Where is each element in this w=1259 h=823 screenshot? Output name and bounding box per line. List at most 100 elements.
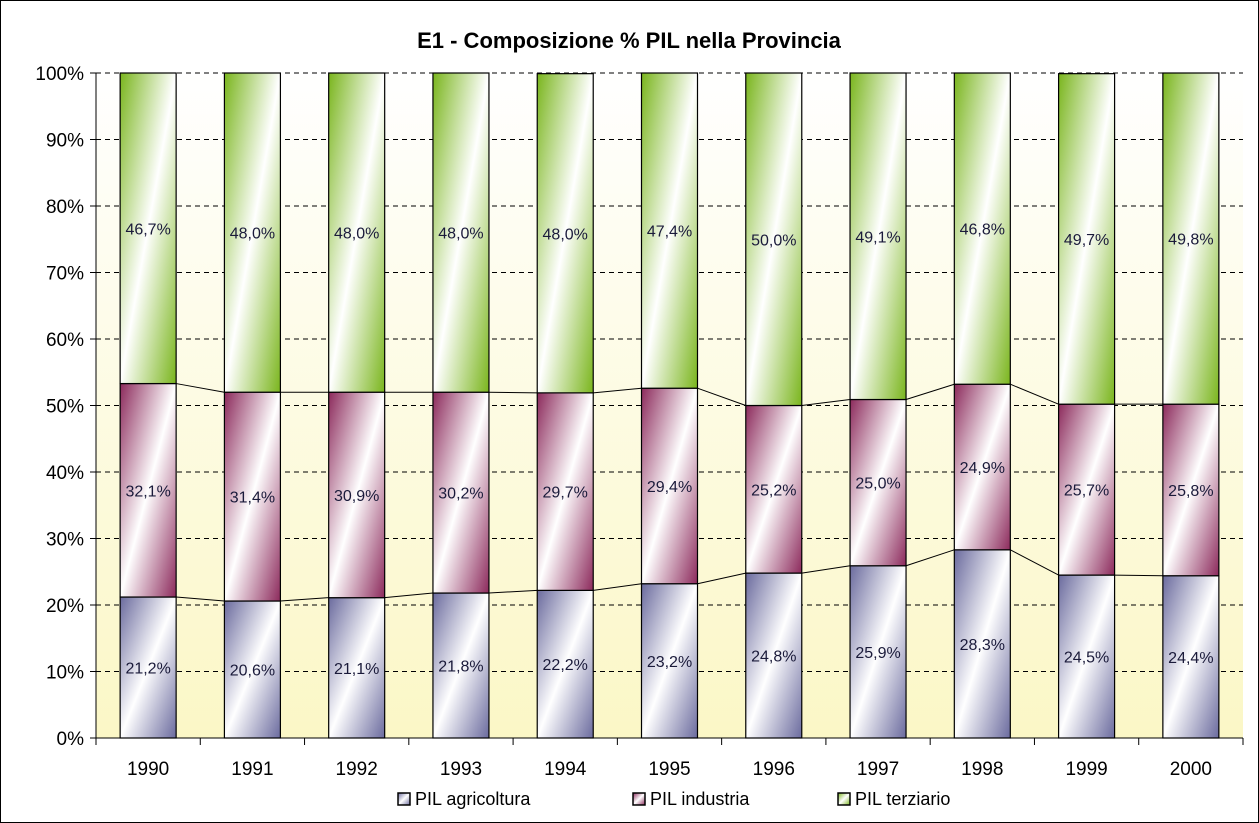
y-tick-label: 60%	[46, 330, 84, 351]
legend-swatch	[397, 792, 411, 806]
bar-segment	[1057, 403, 1116, 576]
data-label: 25,0%	[855, 476, 900, 493]
series-line	[593, 583, 642, 591]
x-tick-label: 1992	[336, 759, 378, 780]
bar-segment	[953, 383, 1011, 551]
bar-segment	[223, 600, 282, 739]
bar-segment	[640, 387, 699, 585]
x-tick-label: 1998	[961, 759, 1003, 780]
x-tick-label: 1997	[857, 759, 899, 780]
y-tick-label: 50%	[46, 397, 84, 418]
data-label: 24,4%	[1168, 650, 1213, 667]
data-label: 24,8%	[751, 649, 796, 666]
bar-segment	[432, 72, 490, 393]
data-label: 29,4%	[647, 479, 692, 496]
data-label: 21,8%	[438, 659, 483, 676]
bar-segment	[119, 72, 177, 385]
series-line	[1010, 549, 1059, 576]
series-line	[697, 387, 746, 406]
series-line	[280, 597, 329, 602]
data-label: 21,1%	[334, 661, 379, 678]
data-label: 48,0%	[438, 226, 483, 243]
bars	[119, 72, 1220, 739]
data-label: 21,2%	[125, 661, 170, 678]
bar-segment	[953, 549, 1011, 739]
series-line	[801, 399, 851, 406]
series-line	[384, 592, 434, 599]
legend-swatch	[632, 792, 646, 806]
bar-segment	[223, 72, 282, 393]
data-label: 24,5%	[1064, 650, 1109, 667]
legend-label: PIL industria	[650, 789, 750, 809]
bar-segment	[328, 72, 386, 393]
bar-segment	[953, 72, 1011, 385]
y-tick-label: 80%	[46, 197, 84, 218]
data-label: 25,8%	[1168, 483, 1213, 500]
series-line	[697, 572, 746, 585]
bar-segment	[1057, 574, 1116, 739]
y-tick-label: 0%	[57, 729, 85, 750]
bar-segment	[1162, 403, 1220, 577]
x-tick-label: 1999	[1065, 759, 1107, 780]
bar-segment	[536, 392, 594, 591]
data-label: 28,3%	[960, 637, 1005, 654]
bar-segment	[849, 72, 907, 401]
bar-segment	[849, 398, 907, 567]
bar-segment	[1162, 575, 1220, 739]
y-tick-label: 90%	[46, 131, 84, 152]
data-label: 50,0%	[751, 232, 796, 249]
legend: PIL agricoltura PIL industria PIL terziari…	[397, 789, 950, 809]
data-label: 48,0%	[543, 226, 588, 243]
bar-segment	[849, 565, 907, 739]
bar-segment	[328, 391, 386, 599]
bar-segment	[119, 382, 177, 598]
y-tick-label: 20%	[46, 596, 84, 617]
bar-segment	[1057, 73, 1116, 405]
series-line	[593, 387, 642, 394]
bar-segment	[328, 597, 386, 739]
legend-label: PIL agricoltura	[415, 789, 531, 809]
gridlines	[96, 72, 1243, 672]
bar-segment	[536, 73, 594, 394]
data-label: 30,2%	[438, 486, 483, 503]
x-tick-label: 1995	[648, 759, 690, 780]
x-tick-label: 2000	[1170, 759, 1212, 780]
y-tick-label: 100%	[35, 64, 84, 85]
data-label: 48,0%	[230, 226, 275, 243]
data-label: 49,8%	[1168, 232, 1213, 249]
series-line	[905, 549, 955, 567]
data-label: 20,6%	[230, 663, 275, 680]
x-tick-label: 1990	[127, 759, 169, 780]
data-label: 30,9%	[334, 488, 379, 505]
legend-label: PIL terziario	[855, 789, 950, 809]
data-label: 29,7%	[543, 485, 588, 502]
y-tick-label: 40%	[46, 463, 84, 484]
series-line	[905, 383, 955, 400]
data-label: 23,2%	[647, 654, 692, 671]
x-tick-label: 1993	[440, 759, 482, 780]
data-label: 49,1%	[855, 229, 900, 246]
x-tick-label: 1991	[231, 759, 273, 780]
bar-segment	[432, 391, 490, 594]
bar-segment	[223, 391, 282, 602]
chart-title: E1 - Composizione % PIL nella Provincia	[417, 28, 842, 53]
series-line	[1114, 574, 1163, 577]
series-line	[801, 565, 851, 574]
bar-segment	[640, 72, 699, 389]
data-label: 31,4%	[230, 490, 275, 507]
bar-segment	[536, 589, 594, 739]
data-label: 49,7%	[1064, 232, 1109, 249]
data-label: 46,8%	[960, 222, 1005, 239]
data-label: 24,9%	[960, 460, 1005, 477]
y-tick-label: 70%	[46, 264, 84, 285]
series-line	[488, 589, 538, 594]
x-tick-label: 1996	[753, 759, 795, 780]
y-tick-label: 30%	[46, 530, 84, 551]
y-tick-label: 10%	[46, 663, 84, 684]
data-label: 25,2%	[751, 482, 796, 499]
data-label: 25,7%	[1064, 483, 1109, 500]
legend-swatch	[837, 792, 851, 806]
series-line	[176, 596, 225, 602]
